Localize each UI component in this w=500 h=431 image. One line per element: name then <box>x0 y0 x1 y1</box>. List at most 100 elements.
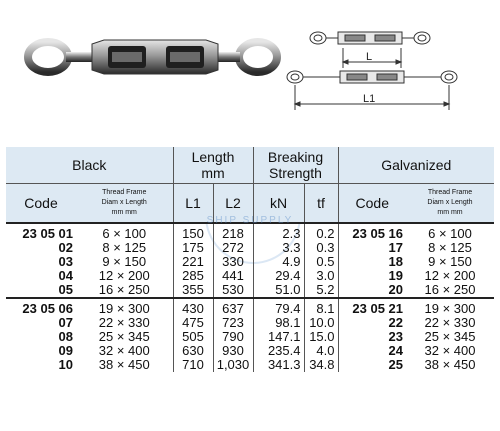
cell-galvanized-size: 12 × 200 <box>424 269 476 283</box>
header-galvanized: Galvanized <box>337 147 494 184</box>
cell-galvanized-size: 22 × 330 <box>424 316 476 330</box>
cell-l2: 441 <box>212 269 253 283</box>
cell-galvanized-code: 25 <box>337 358 406 372</box>
cell-galvanized-code: 19 <box>337 269 406 283</box>
cell-l2: 330 <box>212 255 253 269</box>
cell-tf: 15.0 <box>303 330 338 344</box>
cell-size: 22 × 330 <box>98 316 150 330</box>
cell-l1: 150 <box>172 222 213 241</box>
cell-tf: 10.0 <box>303 316 338 330</box>
cell-l2: 1,030 <box>212 358 253 372</box>
cell-galvanized-code: 23 05 16 <box>337 222 406 241</box>
table-body: 23 05 01 6 × 100 150 218 2.3 0.2 23 05 16 6 × 1… <box>6 222 494 372</box>
cell-l2: 930 <box>212 344 253 358</box>
table-row: 03 9 × 150 221 330 4.9 0.5 18 9 × 150 <box>6 255 494 269</box>
cell-l2: 272 <box>212 241 253 255</box>
cell-kn: 29.4 <box>252 269 304 283</box>
dimension-label-l: L <box>366 51 372 63</box>
table-row: 08 25 × 345 505 790 147.1 15.0 23 25 × 345 <box>6 330 494 344</box>
header-thread-line3: mm mm <box>111 209 137 216</box>
header-thread-line1: Thread Frame <box>102 189 147 196</box>
header-row-2: Code Thread Frame Diam x Length mm mm L1… <box>6 183 494 223</box>
cell-size: 19 × 300 <box>76 297 173 316</box>
cell-galvanized-size: 25 × 345 <box>424 330 476 344</box>
cell-kn: 341.3 <box>252 358 304 372</box>
table-row: 04 12 × 200 285 441 29.4 3.0 19 12 × 200 <box>6 269 494 283</box>
table-row: 07 22 × 330 475 723 98.1 10.0 22 22 × 330 <box>6 316 494 330</box>
cell-galvanized-code: 22 <box>337 316 406 330</box>
diagram-long <box>286 70 458 110</box>
cell-kn: 79.4 <box>252 297 304 316</box>
cell-galvanized-size: 6 × 100 <box>406 222 494 241</box>
cell-code: 10 <box>58 358 73 372</box>
cell-l1: 355 <box>172 283 213 298</box>
header-thread-r-line3: mm mm <box>437 209 463 216</box>
cell-galvanized-size: 19 × 300 <box>406 297 494 316</box>
cell-l2: 723 <box>212 316 253 330</box>
cell-tf: 0.5 <box>303 255 338 269</box>
header-l2: L2 <box>212 183 253 223</box>
cell-l1: 710 <box>172 358 213 372</box>
cell-l1: 221 <box>172 255 213 269</box>
header-row-1: Black Length mm Breaking Strength Galvan… <box>6 147 494 184</box>
cell-size: 32 × 400 <box>98 344 150 358</box>
table-row: 23 05 01 6 × 100 150 218 2.3 0.2 23 05 16 6 × 1… <box>6 222 494 241</box>
cell-galvanized-code: 23 <box>337 330 406 344</box>
cell-code: 23 05 01 <box>6 222 76 241</box>
turnbuckle-photo <box>24 38 281 76</box>
cell-tf: 4.0 <box>303 344 338 358</box>
header-code: Code <box>6 183 76 223</box>
cell-tf: 5.2 <box>303 283 338 298</box>
cell-l2: 790 <box>212 330 253 344</box>
cell-galvanized-code: 23 05 21 <box>337 297 406 316</box>
specification-table: Black Length mm Breaking Strength Galvan… <box>6 147 494 372</box>
header-thread-frame-galvanized: Thread Frame Diam x Length mm mm <box>406 183 494 223</box>
cell-l2: 637 <box>212 297 253 316</box>
header-thread-r-line2: Diam x Length <box>427 199 473 206</box>
header-code-galvanized: Code <box>337 183 406 223</box>
table-row: 02 8 × 125 175 272 3.3 0.3 17 8 × 125 <box>6 241 494 255</box>
cell-code: 23 05 06 <box>6 297 76 316</box>
turnbuckle-illustration: L L1 <box>24 31 458 110</box>
cell-galvanized-size: 8 × 125 <box>428 241 472 255</box>
diagram-short <box>309 31 431 68</box>
cell-tf: 34.8 <box>303 358 338 372</box>
cell-kn: 98.1 <box>252 316 304 330</box>
cell-galvanized-size: 16 × 250 <box>424 283 476 297</box>
cell-galvanized-code: 17 <box>337 241 406 255</box>
header-thread-frame: Thread Frame Diam x Length mm mm <box>76 183 173 223</box>
header-thread-line2: Diam x Length <box>101 199 147 206</box>
header-length-line2: mm <box>201 165 225 181</box>
cell-code: 04 <box>58 269 73 283</box>
cell-tf: 8.1 <box>303 297 338 316</box>
watermark-text: SHIP SUPPLY <box>206 215 294 226</box>
cell-l1: 285 <box>172 269 213 283</box>
header-breaking-line1: Breaking <box>267 149 324 165</box>
cell-galvanized-size: 32 × 400 <box>424 344 476 358</box>
cell-tf: 3.0 <box>303 269 338 283</box>
cell-galvanized-code: 20 <box>337 283 406 298</box>
header-breaking-line2: Strength <box>269 165 322 181</box>
cell-code: 03 <box>58 255 73 269</box>
cell-l1: 475 <box>172 316 213 330</box>
cell-code: 08 <box>58 330 73 344</box>
header-breaking-strength: Breaking Strength <box>252 147 338 184</box>
cell-kn: 4.9 <box>252 255 304 269</box>
cell-l1: 175 <box>172 241 213 255</box>
cell-kn: 235.4 <box>252 344 304 358</box>
cell-size: 12 × 200 <box>98 269 150 283</box>
cell-code: 07 <box>58 316 73 330</box>
cell-kn: 3.3 <box>252 241 304 255</box>
cell-size: 9 × 150 <box>102 255 147 269</box>
cell-tf: 0.2 <box>303 222 338 241</box>
cell-l1: 505 <box>172 330 213 344</box>
cell-galvanized-size: 38 × 450 <box>424 358 476 372</box>
cell-galvanized-code: 18 <box>337 255 406 269</box>
cell-size: 16 × 250 <box>98 283 150 297</box>
table-row: 05 16 × 250 355 530 51.0 5.2 20 16 × 250 <box>6 283 494 298</box>
header-kn: kN <box>252 183 304 223</box>
cell-l1: 630 <box>172 344 213 358</box>
table-row: 23 05 06 19 × 300 430 637 79.4 8.1 23 05 21 19 … <box>6 297 494 316</box>
cell-tf: 0.3 <box>303 241 338 255</box>
header-black: Black <box>6 147 173 184</box>
